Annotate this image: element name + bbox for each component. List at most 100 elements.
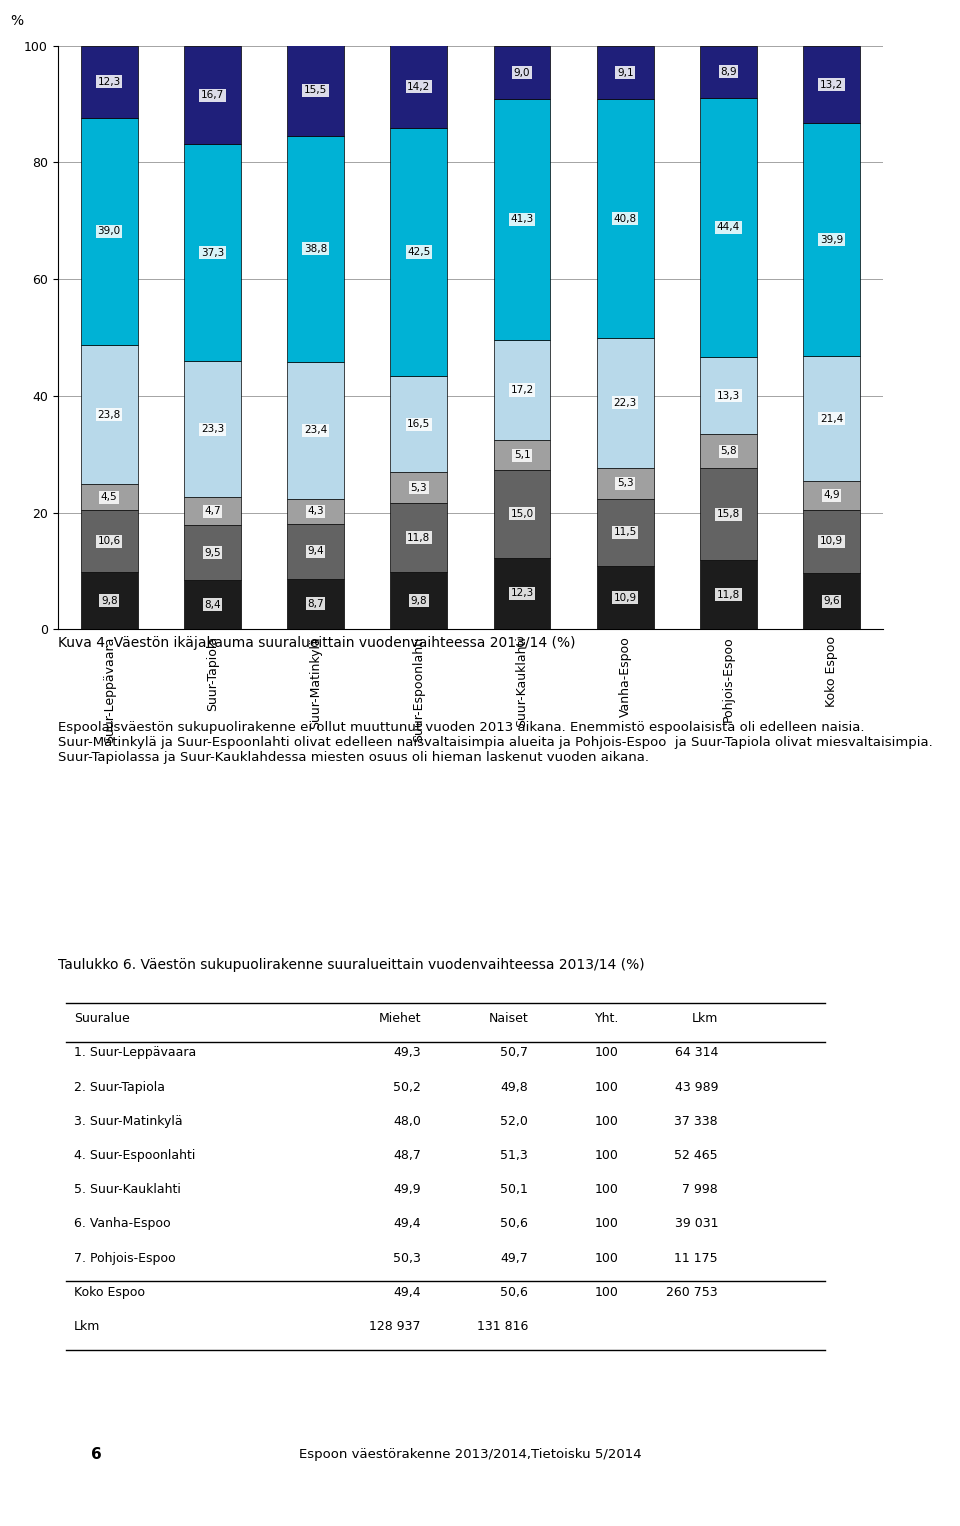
Bar — [597, 46, 654, 99]
Text: 51,3: 51,3 — [500, 1149, 528, 1161]
Text: 14,2: 14,2 — [407, 81, 430, 92]
Text: 43 989: 43 989 — [675, 1080, 718, 1094]
Bar — [804, 46, 860, 124]
Text: 15,5: 15,5 — [304, 85, 327, 96]
Bar — [184, 580, 241, 629]
Bar — [804, 574, 860, 629]
Text: 6. Vanha-Espoo: 6. Vanha-Espoo — [74, 1218, 171, 1230]
Text: 13,3: 13,3 — [717, 391, 740, 401]
Text: 41,3: 41,3 — [511, 214, 534, 224]
Bar — [700, 357, 756, 435]
Text: 38,8: 38,8 — [304, 244, 327, 253]
Text: 4,5: 4,5 — [101, 493, 117, 502]
Text: 50,6: 50,6 — [500, 1218, 528, 1230]
Text: 1. Suur-Leppävaara: 1. Suur-Leppävaara — [74, 1047, 197, 1059]
Text: 100: 100 — [595, 1080, 619, 1094]
Bar — [493, 99, 550, 340]
Bar — [597, 499, 654, 566]
Text: 9,4: 9,4 — [307, 546, 324, 555]
Bar — [700, 98, 756, 357]
Text: 7 998: 7 998 — [683, 1183, 718, 1196]
Text: 44,4: 44,4 — [717, 223, 740, 232]
Text: 50,7: 50,7 — [500, 1047, 528, 1059]
Text: 3. Suur-Matinkylä: 3. Suur-Matinkylä — [74, 1116, 182, 1128]
Text: 8,9: 8,9 — [720, 67, 736, 76]
Text: Taulukko 6. Väestön sukupuolirakenne suuralueittain vuodenvaihteessa 2013/14 (%): Taulukko 6. Väestön sukupuolirakenne suu… — [58, 957, 644, 972]
Text: 16,5: 16,5 — [407, 420, 430, 429]
Text: 100: 100 — [595, 1149, 619, 1161]
Bar — [493, 557, 550, 629]
Text: 11,8: 11,8 — [407, 533, 430, 543]
Bar — [81, 510, 137, 572]
Text: 49,3: 49,3 — [394, 1047, 420, 1059]
Bar — [493, 340, 550, 439]
Bar — [804, 124, 860, 356]
Bar — [391, 128, 447, 375]
Bar — [287, 46, 344, 136]
Text: 39,9: 39,9 — [820, 235, 843, 244]
Bar — [81, 345, 137, 484]
Text: 100: 100 — [595, 1047, 619, 1059]
Bar — [287, 523, 344, 578]
Text: Lkm: Lkm — [692, 1012, 718, 1025]
Text: 52,0: 52,0 — [500, 1116, 528, 1128]
Text: 9,6: 9,6 — [824, 597, 840, 606]
Text: Espoon väestörakenne 2013/2014,Tietoisku 5/2014: Espoon väestörakenne 2013/2014,Tietoisku… — [300, 1448, 641, 1460]
Text: 8,7: 8,7 — [307, 598, 324, 609]
Text: 9,0: 9,0 — [514, 67, 530, 78]
Bar — [391, 46, 447, 128]
Text: 5,3: 5,3 — [411, 482, 427, 493]
Text: 10,6: 10,6 — [98, 536, 121, 546]
Bar — [81, 572, 137, 629]
Text: 39 031: 39 031 — [675, 1218, 718, 1230]
Text: Koko Espoo: Koko Espoo — [74, 1286, 145, 1299]
Text: 39,0: 39,0 — [98, 226, 121, 237]
Text: 22,3: 22,3 — [613, 398, 636, 407]
Bar — [700, 435, 756, 468]
Bar — [81, 484, 137, 510]
Text: Espoolaisväestön sukupuolirakenne ei ollut muuttunut vuoden 2013 aikana. Enemmis: Espoolaisväestön sukupuolirakenne ei oll… — [58, 722, 932, 765]
Text: 100: 100 — [595, 1183, 619, 1196]
Text: 5. Suur-Kauklahti: 5. Suur-Kauklahti — [74, 1183, 181, 1196]
Text: 100: 100 — [595, 1251, 619, 1265]
Text: Naiset: Naiset — [489, 1012, 528, 1025]
Text: 16,7: 16,7 — [201, 90, 224, 101]
Text: 50,2: 50,2 — [393, 1080, 420, 1094]
Text: Yht.: Yht. — [594, 1012, 619, 1025]
Text: 49,8: 49,8 — [500, 1080, 528, 1094]
Text: 64 314: 64 314 — [675, 1047, 718, 1059]
Text: 8,4: 8,4 — [204, 600, 221, 610]
Text: 12,3: 12,3 — [511, 589, 534, 598]
Bar — [597, 467, 654, 499]
Bar — [287, 499, 344, 523]
Text: 131 816: 131 816 — [477, 1320, 528, 1334]
Text: 2. Suur-Tapiola: 2. Suur-Tapiola — [74, 1080, 165, 1094]
Text: 23,8: 23,8 — [98, 409, 121, 420]
Text: 23,3: 23,3 — [201, 424, 224, 435]
Text: 49,4: 49,4 — [394, 1286, 420, 1299]
Text: 5,3: 5,3 — [617, 478, 634, 488]
Text: 15,0: 15,0 — [511, 508, 534, 519]
Text: 4,7: 4,7 — [204, 507, 221, 516]
Bar — [391, 572, 447, 629]
Text: 21,4: 21,4 — [820, 414, 843, 424]
Bar — [597, 337, 654, 467]
Text: 10,9: 10,9 — [820, 537, 843, 546]
Bar — [287, 578, 344, 629]
Bar — [184, 525, 241, 580]
Bar — [804, 510, 860, 574]
Text: 100: 100 — [595, 1218, 619, 1230]
Text: 9,8: 9,8 — [411, 595, 427, 606]
Bar — [700, 560, 756, 629]
Text: Suuralue: Suuralue — [74, 1012, 130, 1025]
Text: 49,4: 49,4 — [394, 1218, 420, 1230]
Text: 11,5: 11,5 — [613, 526, 636, 537]
Text: 15,8: 15,8 — [717, 510, 740, 519]
Text: 6: 6 — [90, 1447, 102, 1462]
Text: 10,9: 10,9 — [613, 592, 636, 603]
Bar — [804, 356, 860, 481]
Text: 23,4: 23,4 — [304, 426, 327, 435]
Bar — [287, 362, 344, 499]
Text: 260 753: 260 753 — [666, 1286, 718, 1299]
Bar — [597, 566, 654, 629]
